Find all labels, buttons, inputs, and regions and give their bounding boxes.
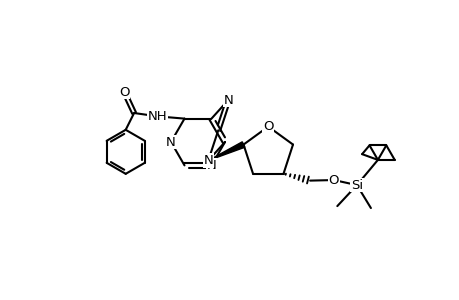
Text: Si: Si (350, 178, 362, 192)
Text: N: N (203, 154, 213, 167)
Text: NH: NH (148, 110, 168, 123)
Text: N: N (166, 136, 175, 148)
Text: O: O (119, 85, 129, 98)
Text: O: O (328, 174, 338, 187)
Polygon shape (208, 142, 244, 161)
Text: N: N (206, 159, 216, 172)
Text: N: N (223, 94, 233, 106)
Text: O: O (263, 120, 273, 133)
